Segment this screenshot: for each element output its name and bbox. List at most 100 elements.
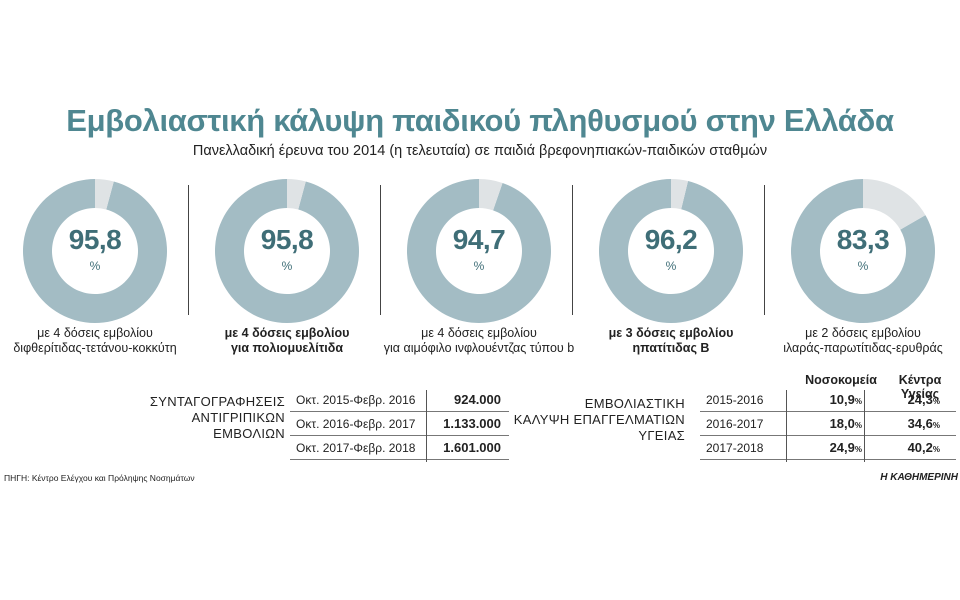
- donut-svg: [599, 179, 743, 323]
- table-row: Οκτ. 2017-Φεβρ. 2018 1.601.000: [290, 435, 509, 460]
- separator: [572, 185, 573, 315]
- donut-caption-line: ιλαράς-παρωτίτιδας-ερυθράς: [783, 341, 943, 355]
- donut-caption: με 3 δόσεις εμβολίου ηπατίτιδας Β: [571, 326, 771, 356]
- brand-logo: Η ΚΑΘΗΜΕΡΙΝΗ: [880, 472, 958, 483]
- table-row: 2015-2016 10,9% 24,3%: [700, 388, 956, 412]
- donut-value-label: 94,7: [452, 224, 506, 255]
- donut-caption-line: διφθερίτιδας-τετάνου-κοκκύτη: [13, 341, 177, 355]
- unit-label: %: [854, 397, 862, 406]
- donut-value-label: 83,3: [836, 224, 890, 255]
- donut-caption-line: με 3 δόσεις εμβολίου: [608, 326, 734, 340]
- value-cell: 24,3%: [878, 388, 956, 412]
- donut-caption-line: για πολιομυελίτιδα: [230, 341, 344, 355]
- chart-title: Εμβολιαστική κάλυψη παιδικού πληθυσμού σ…: [66, 103, 894, 138]
- donut-caption: με 4 δόσεις εμβολίου διφθερίτιδας-τετάνου…: [0, 326, 195, 356]
- donut-slice-rest: [287, 179, 306, 210]
- donut-chart: 96,2%: [596, 176, 746, 326]
- donut-chart: 95,8%: [20, 176, 170, 326]
- value-number: 10,9: [829, 392, 855, 407]
- donut-unit-label: %: [665, 259, 677, 273]
- value-number: 24,9: [829, 440, 855, 455]
- donut-slice-rest: [479, 179, 503, 211]
- donut-svg: [22, 179, 168, 323]
- donut-chart: 83,3%: [788, 176, 938, 326]
- value-cell: 40,2%: [878, 435, 956, 460]
- donut-slice-rest: [863, 179, 926, 230]
- donut-slice-value: [599, 179, 743, 323]
- donut-value-label: 95,8: [260, 224, 314, 255]
- value-cell: 34,6%: [878, 411, 956, 436]
- coverage-label-line: ΕΜΒΟΛΙΑΣΤΙΚΗ: [584, 396, 685, 411]
- coverage-label-line: ΚΑΛΥΨΗ ΕΠΑΓΓΕΛΜΑΤΙΩΝ: [513, 412, 685, 427]
- period-cell: Οκτ. 2015-Φεβρ. 2016: [290, 388, 431, 412]
- value-number: 34,6: [907, 416, 933, 431]
- coverage-label-line: ΥΓΕΙΑΣ: [638, 428, 685, 443]
- donut-caption: με 4 δόσεις εμβολίου για πολιομυελίτιδα: [187, 326, 387, 356]
- donut-value-label: 95,8: [68, 224, 122, 255]
- unit-label: %: [932, 421, 940, 430]
- donut-caption-line: για αιμόφιλο ινφλουέντζας τύπου b: [383, 341, 575, 355]
- value-cell: 924.000: [431, 388, 509, 412]
- value-cell: 1.601.000: [431, 435, 509, 460]
- unit-label: %: [854, 445, 862, 454]
- period-cell: Οκτ. 2016-Φεβρ. 2017: [290, 411, 431, 436]
- donut-value-label: 96,2: [644, 224, 698, 255]
- donut-svg: [791, 179, 935, 323]
- donut-caption-line: με 4 δόσεις εμβολίου: [224, 326, 350, 340]
- donut-caption-line: ηπατίτιδας Β: [632, 341, 710, 355]
- separator: [188, 185, 189, 315]
- table-divider: [426, 390, 427, 462]
- table-row: 2017-2018 24,9% 40,2%: [700, 435, 956, 460]
- donut-slice-rest: [95, 179, 114, 210]
- prescriptions-label-line: ΕΜΒΟΛΙΩΝ: [213, 426, 285, 441]
- donut-caption-line: με 4 δόσεις εμβολίου: [37, 326, 153, 340]
- donut-svg: [214, 179, 359, 323]
- value-cell: 24,9%: [800, 435, 878, 460]
- prescriptions-label-line: ΣΥΝΤΑΓΟΓΡΑΦΗΣΕΙΣ: [149, 394, 285, 409]
- prescriptions-label-line: ΑΝΤΙΓΡΙΠΙΚΩΝ: [191, 410, 285, 425]
- table-divider: [786, 390, 787, 462]
- donut-unit-label: %: [281, 259, 293, 273]
- unit-label: %: [854, 421, 862, 430]
- value-number: 24,3: [907, 392, 933, 407]
- column-header: Νοσοκομεία: [805, 373, 877, 387]
- value-number: 40,2: [907, 440, 933, 455]
- chart-subtitle: Πανελλαδική έρευνα του 2014 (η τελευταία…: [192, 143, 768, 159]
- value-cell: 1.133.000: [431, 411, 509, 436]
- donut-caption: με 2 δόσεις εμβολίου ιλαράς-παρωτίτιδας-ε…: [763, 326, 960, 356]
- donut-caption-line: με 2 δόσεις εμβολίου: [805, 326, 921, 340]
- table-row: Οκτ. 2016-Φεβρ. 2017 1.133.000: [290, 411, 509, 436]
- donut-slice-rest: [671, 179, 689, 210]
- donut-slice-value: [22, 179, 168, 323]
- donut-caption: με 4 δόσεις εμβολίου για αιμόφιλο ινφλουέ…: [379, 326, 579, 356]
- donut-unit-label: %: [473, 259, 485, 273]
- donut-slice-value: [791, 179, 935, 323]
- period-cell: 2017-2018: [700, 435, 800, 460]
- donut-svg: [407, 179, 551, 323]
- donut-chart: 95,8%: [212, 176, 362, 326]
- table-row: Οκτ. 2015-Φεβρ. 2016 924.000: [290, 388, 509, 412]
- source-note: ΠΗΓΗ: Κέντρο Ελέγχου και Πρόληψης Νοσημά…: [4, 473, 195, 483]
- unit-label: %: [932, 397, 940, 406]
- prescriptions-table: Οκτ. 2015-Φεβρ. 2016 924.000 Οκτ. 2016-Φ…: [290, 388, 509, 460]
- prescriptions-label: ΣΥΝΤΑΓΟΓΡΑΦΗΣΕΙΣ ΑΝΤΙΓΡΙΠΙΚΩΝ ΕΜΒΟΛΙΩΝ: [100, 394, 285, 442]
- coverage-table: 2015-2016 10,9% 24,3% 2016-2017 18,0% 34…: [700, 388, 956, 460]
- coverage-label: ΕΜΒΟΛΙΑΣΤΙΚΗ ΚΑΛΥΨΗ ΕΠΑΓΓΕΛΜΑΤΙΩΝ ΥΓΕΙΑΣ: [500, 396, 685, 444]
- value-number: 18,0: [829, 416, 855, 431]
- table-row: 2016-2017 18,0% 34,6%: [700, 411, 956, 436]
- donut-slice-value: [214, 179, 359, 323]
- period-cell: 2016-2017: [700, 411, 800, 436]
- donut-slice-value: [407, 179, 551, 323]
- unit-label: %: [932, 445, 940, 454]
- separator: [380, 185, 381, 315]
- separator: [764, 185, 765, 315]
- table-divider: [864, 390, 865, 462]
- period-cell: Οκτ. 2017-Φεβρ. 2018: [290, 435, 431, 460]
- value-cell: 18,0%: [800, 411, 878, 436]
- value-cell: 10,9%: [800, 388, 878, 412]
- donut-unit-label: %: [89, 259, 101, 273]
- donut-unit-label: %: [857, 259, 869, 273]
- donut-caption-line: με 4 δόσεις εμβολίου: [421, 326, 537, 340]
- donut-chart: 94,7%: [404, 176, 554, 326]
- period-cell: 2015-2016: [700, 388, 800, 412]
